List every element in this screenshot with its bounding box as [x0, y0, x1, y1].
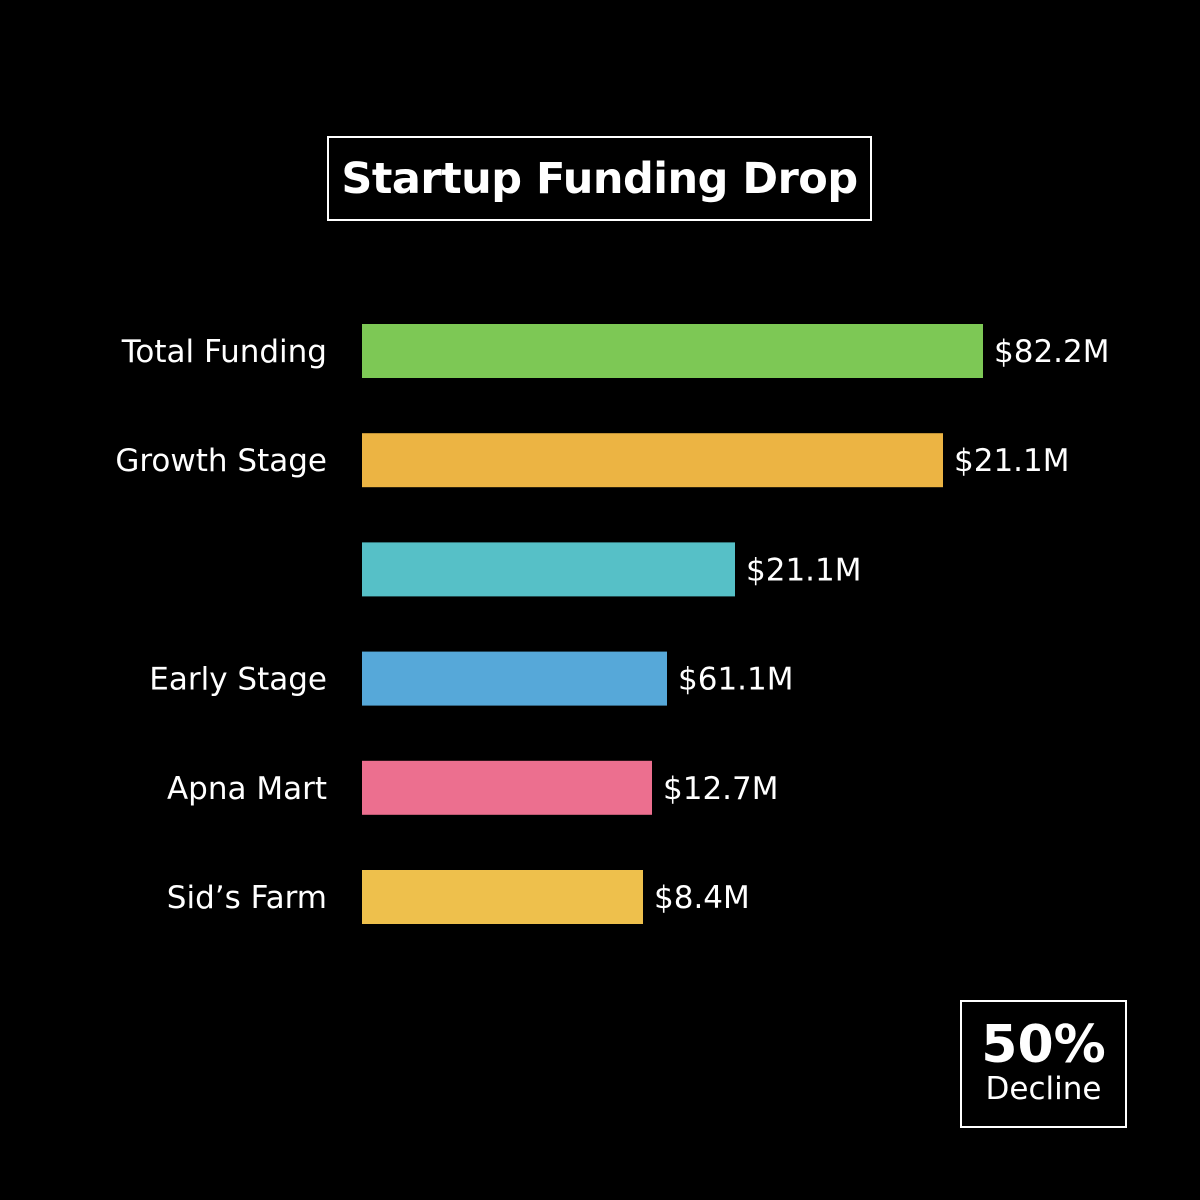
value-label: $21.1M	[746, 552, 862, 588]
value-label: $12.7M	[663, 771, 779, 807]
category-label: Total Funding	[121, 334, 327, 370]
chart-title: Startup Funding Drop	[341, 153, 858, 204]
bar	[362, 760, 652, 815]
value-label: $61.1M	[678, 662, 794, 698]
bar	[362, 433, 943, 488]
bar	[362, 324, 983, 378]
chart-title-box: Startup Funding Drop	[327, 136, 872, 221]
value-label: $82.2M	[994, 334, 1110, 370]
category-label: Growth Stage	[115, 443, 327, 479]
category-label: Sid’s Farm	[167, 880, 327, 916]
decline-caption: Decline	[985, 1071, 1102, 1108]
value-label: $21.1M	[954, 443, 1070, 479]
category-label: Early Stage	[149, 662, 327, 698]
category-label: Apna Mart	[167, 771, 327, 807]
value-label: $8.4M	[654, 880, 750, 916]
bar	[362, 870, 643, 924]
decline-percent: 50%	[981, 1015, 1106, 1076]
decline-stat-box: 50% Decline	[960, 1000, 1127, 1128]
bar	[362, 651, 667, 706]
bar	[362, 542, 735, 597]
